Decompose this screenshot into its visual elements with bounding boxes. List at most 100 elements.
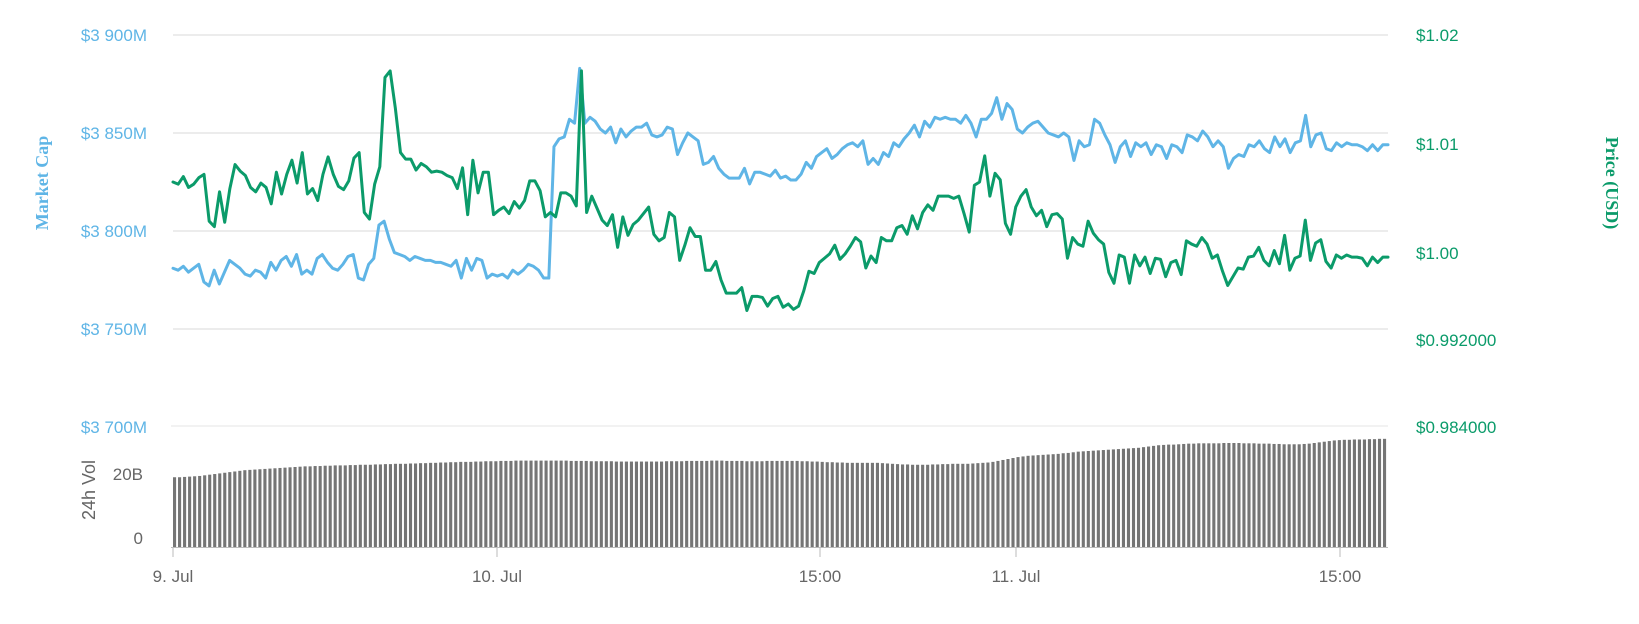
volume-bar — [233, 471, 237, 547]
volume-bar — [569, 460, 573, 547]
volume-bar — [178, 477, 182, 547]
volume-bar — [519, 460, 523, 547]
volume-bar — [564, 460, 568, 547]
volume-bar — [193, 476, 197, 547]
volume-bar — [549, 460, 553, 547]
volume-bar — [589, 461, 593, 547]
volume-bar — [594, 461, 598, 547]
volume-bars — [173, 438, 1387, 547]
volume-bar — [720, 460, 724, 547]
volume-bar — [926, 464, 930, 547]
volume-bar — [398, 463, 403, 547]
volume-bar — [850, 462, 854, 547]
volume-bar — [1337, 440, 1341, 547]
volume-bar — [670, 461, 674, 547]
volume-bar — [1141, 447, 1146, 547]
volume-bar — [820, 461, 824, 547]
volume-bar — [363, 464, 367, 547]
volume-bar — [173, 477, 177, 547]
volume-bar — [609, 461, 613, 547]
volume-bar — [710, 460, 714, 547]
price-line — [171, 69, 1390, 312]
volume-bar — [514, 460, 518, 547]
x-tick-label: 9. Jul — [153, 567, 194, 586]
volume-bar — [835, 462, 839, 547]
volume-bar — [1362, 439, 1367, 547]
volume-bar — [1342, 439, 1346, 547]
volume-bar — [1091, 450, 1095, 547]
volume-bar — [604, 461, 608, 547]
volume-bar — [745, 461, 749, 547]
volume-bar — [1232, 443, 1236, 547]
volume-bar — [504, 460, 508, 547]
volume-bar — [223, 472, 227, 547]
volume-bar — [444, 462, 448, 547]
volume-bar — [1106, 449, 1110, 547]
volume-bar — [1307, 443, 1311, 547]
volume-bar — [469, 461, 473, 547]
volume-bar — [183, 476, 187, 547]
volume-bar — [740, 460, 744, 547]
volume-bar — [680, 461, 684, 547]
volume-bar — [1061, 453, 1065, 547]
volume-bar — [1332, 440, 1336, 547]
volume-bar — [765, 460, 769, 547]
volume-bar — [373, 464, 377, 547]
volume-bar — [1131, 448, 1136, 547]
volume-bar — [278, 467, 282, 547]
volume-bar — [328, 465, 332, 547]
volume-bar — [660, 461, 664, 547]
volume-bar — [323, 465, 327, 547]
right-tick-label: $0.992000 — [1416, 331, 1496, 350]
volume-bar — [619, 461, 623, 547]
volume-bar — [1317, 442, 1321, 547]
volume-bar — [1267, 443, 1271, 547]
volume-bar — [1071, 452, 1075, 547]
volume-bar — [840, 462, 844, 547]
volume-bar — [263, 468, 267, 547]
volume-bar — [288, 467, 292, 547]
volume-bar — [1357, 439, 1361, 547]
volume-bar — [770, 460, 774, 547]
volume-bar — [665, 461, 669, 547]
volume-bar — [961, 463, 965, 547]
volume-bar — [238, 470, 242, 547]
volume-bar — [208, 474, 212, 547]
volume-bar — [1026, 455, 1030, 547]
volume-bar — [1116, 449, 1120, 547]
volume-bar — [484, 461, 488, 547]
x-tick-label: 11. Jul — [992, 567, 1041, 586]
volume-bar — [1121, 448, 1126, 547]
volume-bar — [213, 474, 217, 547]
volume-bar — [1046, 454, 1050, 547]
volume-bar — [313, 466, 317, 547]
volume-bar — [343, 465, 347, 547]
volume-bar — [403, 463, 408, 547]
volume-bar — [870, 462, 874, 547]
volume-bar — [865, 462, 869, 547]
volume-bar — [614, 461, 618, 547]
volume-bar — [1086, 451, 1090, 547]
volume-bar — [1157, 445, 1161, 547]
volume-bar — [986, 462, 990, 547]
volume-bar — [675, 461, 679, 547]
volume-bar — [1096, 450, 1100, 547]
x-tick-label: 15:00 — [1319, 567, 1362, 586]
x-tick-label: 10. Jul — [472, 567, 522, 586]
volume-bar — [494, 461, 498, 547]
volume-bar — [1377, 438, 1382, 547]
volume-bar — [499, 460, 503, 547]
left-tick-label: $3 700M — [81, 418, 147, 437]
volume-bar — [1001, 459, 1005, 547]
volume-bar — [393, 463, 398, 547]
volume-bar — [825, 462, 829, 547]
volume-bar — [1076, 451, 1080, 547]
volume-bar — [1282, 444, 1286, 547]
volume-bar — [1372, 439, 1377, 547]
volume-bar — [649, 461, 654, 547]
volume-bar — [1016, 457, 1020, 547]
volume-bar — [479, 461, 483, 547]
right-axis-title: Price (USD) — [1601, 137, 1622, 229]
volume-bar — [293, 467, 297, 547]
